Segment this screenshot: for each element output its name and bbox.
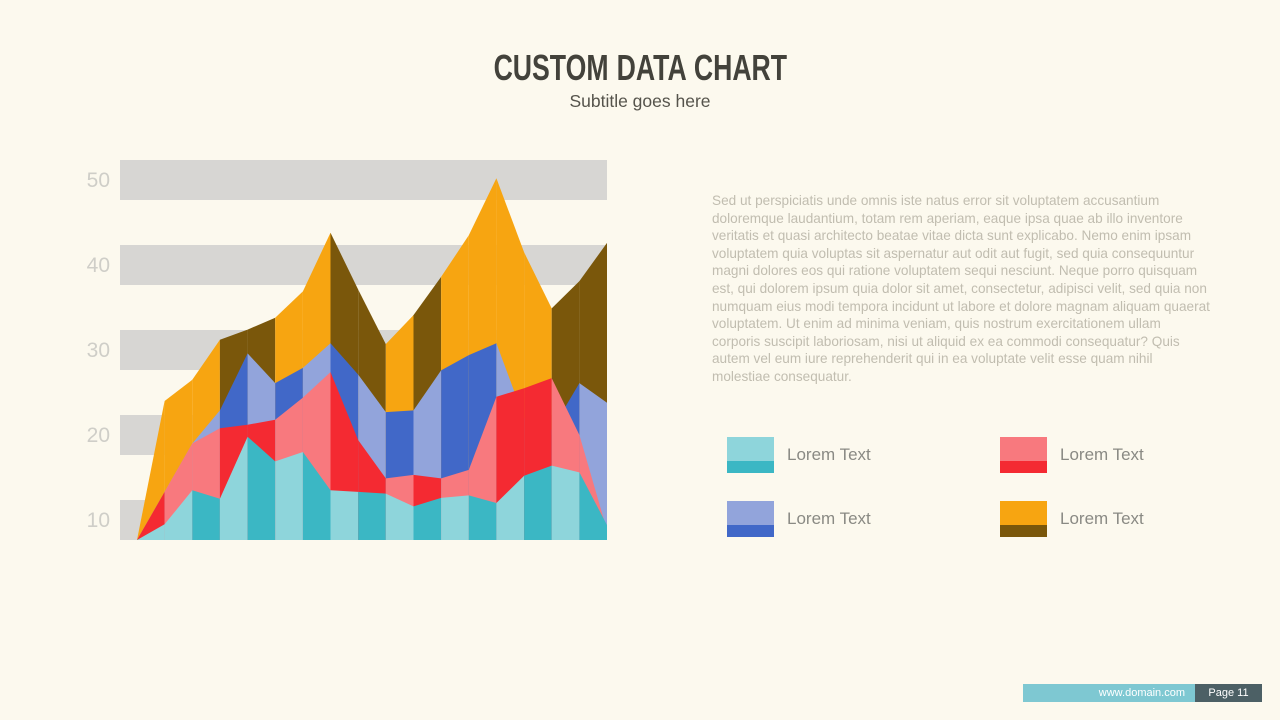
legend-label: Lorem Text <box>1060 445 1144 464</box>
legend-item-teal: Lorem Text <box>727 437 1000 474</box>
svg-text:20: 20 <box>87 424 110 447</box>
legend-label: Lorem Text <box>1060 509 1144 528</box>
legend-swatch-blue <box>727 501 774 538</box>
page-title: CUSTOM DATA CHART <box>493 47 787 88</box>
legend-swatch-red <box>1000 437 1047 474</box>
chart-legend: Lorem Text Lorem Text Lorem Text Lorem T… <box>727 437 1207 538</box>
legend-swatch-teal <box>727 437 774 474</box>
svg-text:30: 30 <box>87 339 110 362</box>
legend-item-red: Lorem Text <box>1000 437 1273 474</box>
footer-domain-bar[interactable]: www.domain.com <box>1023 684 1195 702</box>
legend-swatch-orange <box>1000 501 1047 538</box>
footer: www.domain.com Page 11 <box>1023 684 1262 702</box>
svg-text:40: 40 <box>87 254 110 277</box>
footer-page-badge: Page 11 <box>1195 684 1262 702</box>
chart-panel: 10 20 30 40 50 <box>68 160 607 541</box>
page-subtitle: Subtitle goes here <box>569 91 711 111</box>
legend-item-blue: Lorem Text <box>727 501 1000 538</box>
body-paragraph: Sed ut perspiciatis unde omnis iste natu… <box>712 193 1210 384</box>
legend-item-orange: Lorem Text <box>1000 501 1273 538</box>
area-chart-svg: 10 20 30 40 50 <box>87 160 607 541</box>
svg-text:50: 50 <box>87 169 110 192</box>
svg-text:10: 10 <box>87 509 110 532</box>
legend-label: Lorem Text <box>787 445 871 464</box>
legend-label: Lorem Text <box>787 509 871 528</box>
title-block: CUSTOM DATA CHART Subtitle goes here <box>0 50 1280 112</box>
